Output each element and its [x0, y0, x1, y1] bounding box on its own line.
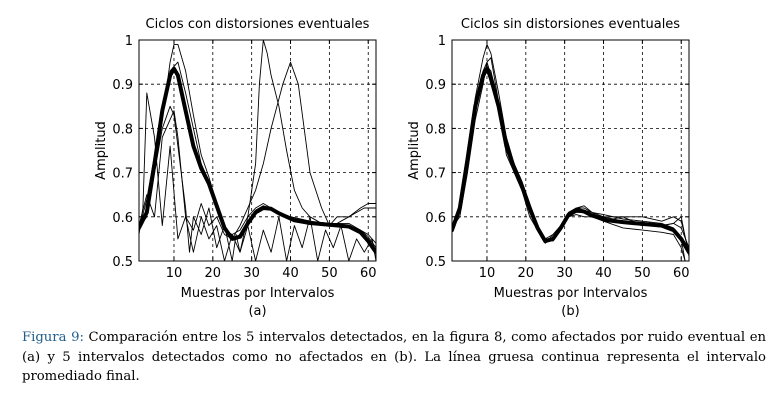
x-tick-label: 60 [360, 266, 377, 281]
y-tick-label: 0.8 [112, 122, 133, 137]
y-tick-label: 0.7 [425, 167, 446, 182]
y-tick-label: 0.5 [112, 255, 133, 270]
x-tick-label: 10 [166, 266, 183, 281]
x-tick-label: 20 [205, 266, 222, 281]
x-tick-label: 40 [595, 266, 612, 281]
y-tick-label: 0.8 [425, 122, 446, 137]
x-tick-label: 30 [243, 266, 260, 281]
panel-sublabel: (b) [561, 304, 579, 319]
series-group [139, 40, 376, 261]
y-axis-label: Amplitud [94, 121, 109, 180]
x-axis-label: Muestras por Intervalos [181, 286, 335, 301]
y-axis-label: Amplitud [407, 121, 422, 180]
y-tick-label: 0.9 [112, 78, 133, 93]
series-line-average [139, 66, 376, 255]
chart-title: Ciclos sin distorsiones eventuales [461, 17, 680, 32]
panel-b: 10 20 30 40 50 60 0.5 0.6 0.7 0.8 0.9 1 Ciclos sin d… [407, 17, 690, 319]
x-axis-label: Muestras por Intervalos [494, 286, 648, 301]
figure-panels: 10 20 30 40 50 60 0.5 0.6 0.7 0.8 0.9 1 Ciclos con d… [94, 17, 690, 319]
plot-frame [138, 39, 377, 262]
x-tick-label: 50 [634, 266, 651, 281]
x-tick-label: 10 [479, 266, 496, 281]
y-tick-label: 1 [438, 34, 446, 49]
x-tick-label: 60 [673, 266, 690, 281]
series-line-intervalo-5 [452, 61, 689, 258]
x-tick-label: 30 [556, 266, 573, 281]
caption-text: Comparación entre los 5 intervalos detec… [22, 330, 767, 384]
x-tick-label: 20 [518, 266, 535, 281]
series-line-intervalo-5 [139, 61, 376, 244]
x-tick-label: 50 [321, 266, 338, 281]
y-tick-label: 0.5 [425, 255, 446, 270]
plot-frame [451, 39, 690, 262]
y-tick-label: 0.7 [112, 167, 133, 182]
panel-a: 10 20 30 40 50 60 0.5 0.6 0.7 0.8 0.9 1 Ciclos con d… [94, 17, 377, 319]
panel-sublabel: (a) [248, 304, 266, 319]
series-line-average [452, 66, 689, 255]
y-tick-label: 0.9 [425, 78, 446, 93]
y-tick-label: 0.6 [112, 211, 133, 226]
x-tick-label: 40 [282, 266, 299, 281]
y-tick-label: 1 [125, 34, 133, 49]
caption-label: Figura 9: [22, 330, 84, 345]
y-tick-label: 0.6 [425, 211, 446, 226]
chart-title: Ciclos con distorsiones eventuales [146, 17, 370, 32]
figure-caption: Figura 9: Comparación entre los 5 interv… [22, 328, 766, 387]
series-line-intervalo-4 [452, 66, 689, 249]
series-group [452, 43, 689, 261]
